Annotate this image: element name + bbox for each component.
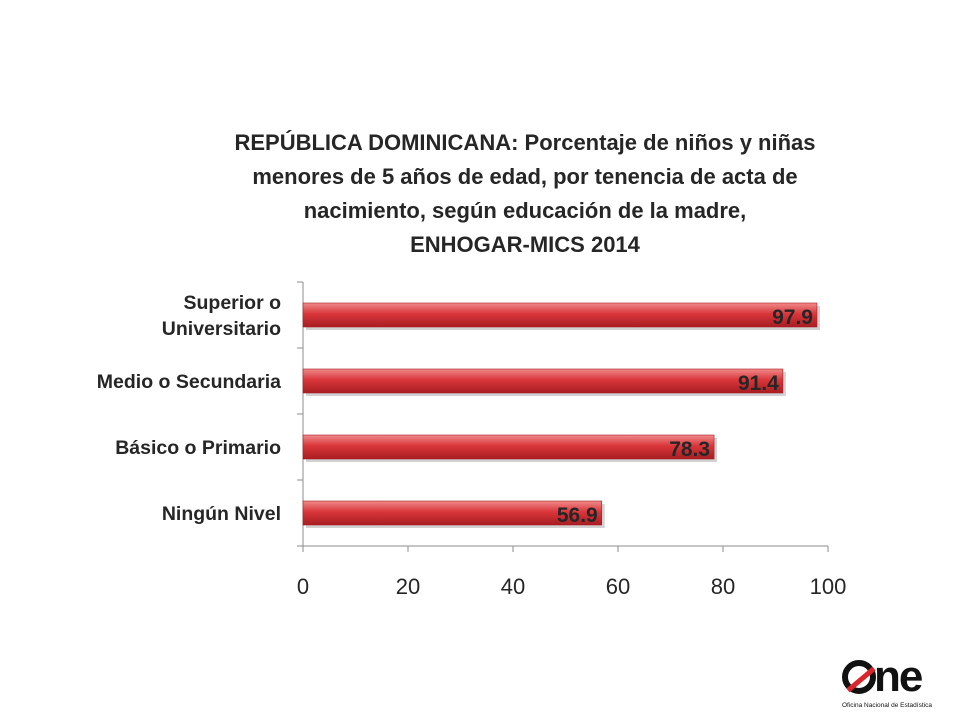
chart-bars	[302, 302, 820, 528]
bar	[302, 434, 715, 460]
x-tick-label: 60	[606, 574, 630, 599]
x-tick-label: 0	[297, 574, 309, 599]
chart-title-line: REPÚBLICA DOMINICANA: Porcentaje de niño…	[234, 130, 816, 155]
x-tick-label: 40	[501, 574, 525, 599]
chart-title-line: nacimiento, según educación de la madre,	[303, 198, 747, 223]
logo-mark-icon	[842, 660, 876, 694]
x-tick-label: 100	[810, 574, 847, 599]
logo-wordmark: ne	[874, 652, 923, 701]
category-label: Medio o Secundaria	[97, 371, 281, 393]
one-logo: ne Oficina Nacional de Estadística	[840, 652, 940, 714]
category-label: Universitario	[162, 318, 281, 340]
chart-title-line: ENHOGAR-MICS 2014	[410, 232, 640, 257]
chart-labels: 97.9 Superior o Universitario 91.4 Medio o S…	[97, 292, 813, 527]
bar	[302, 500, 603, 526]
category-label: Básico o Primario	[115, 437, 281, 459]
bar	[302, 302, 818, 328]
chart-title: REPÚBLICA DOMINICANA: Porcentaje de niño…	[200, 126, 850, 262]
data-label: 97.9	[772, 306, 813, 329]
logo-subtitle: Oficina Nacional de Estadística	[842, 702, 932, 709]
bar	[302, 368, 784, 394]
category-label: Ningún Nivel	[162, 503, 281, 525]
x-tick-label: 80	[711, 574, 735, 599]
category-label: Superior o	[183, 292, 281, 314]
data-label: 78.3	[669, 438, 710, 461]
x-tick-label: 20	[396, 574, 420, 599]
data-label: 56.9	[557, 504, 598, 527]
chart-title-line: menores de 5 años de edad, por tenencia …	[252, 164, 798, 189]
data-label: 91.4	[738, 372, 779, 395]
